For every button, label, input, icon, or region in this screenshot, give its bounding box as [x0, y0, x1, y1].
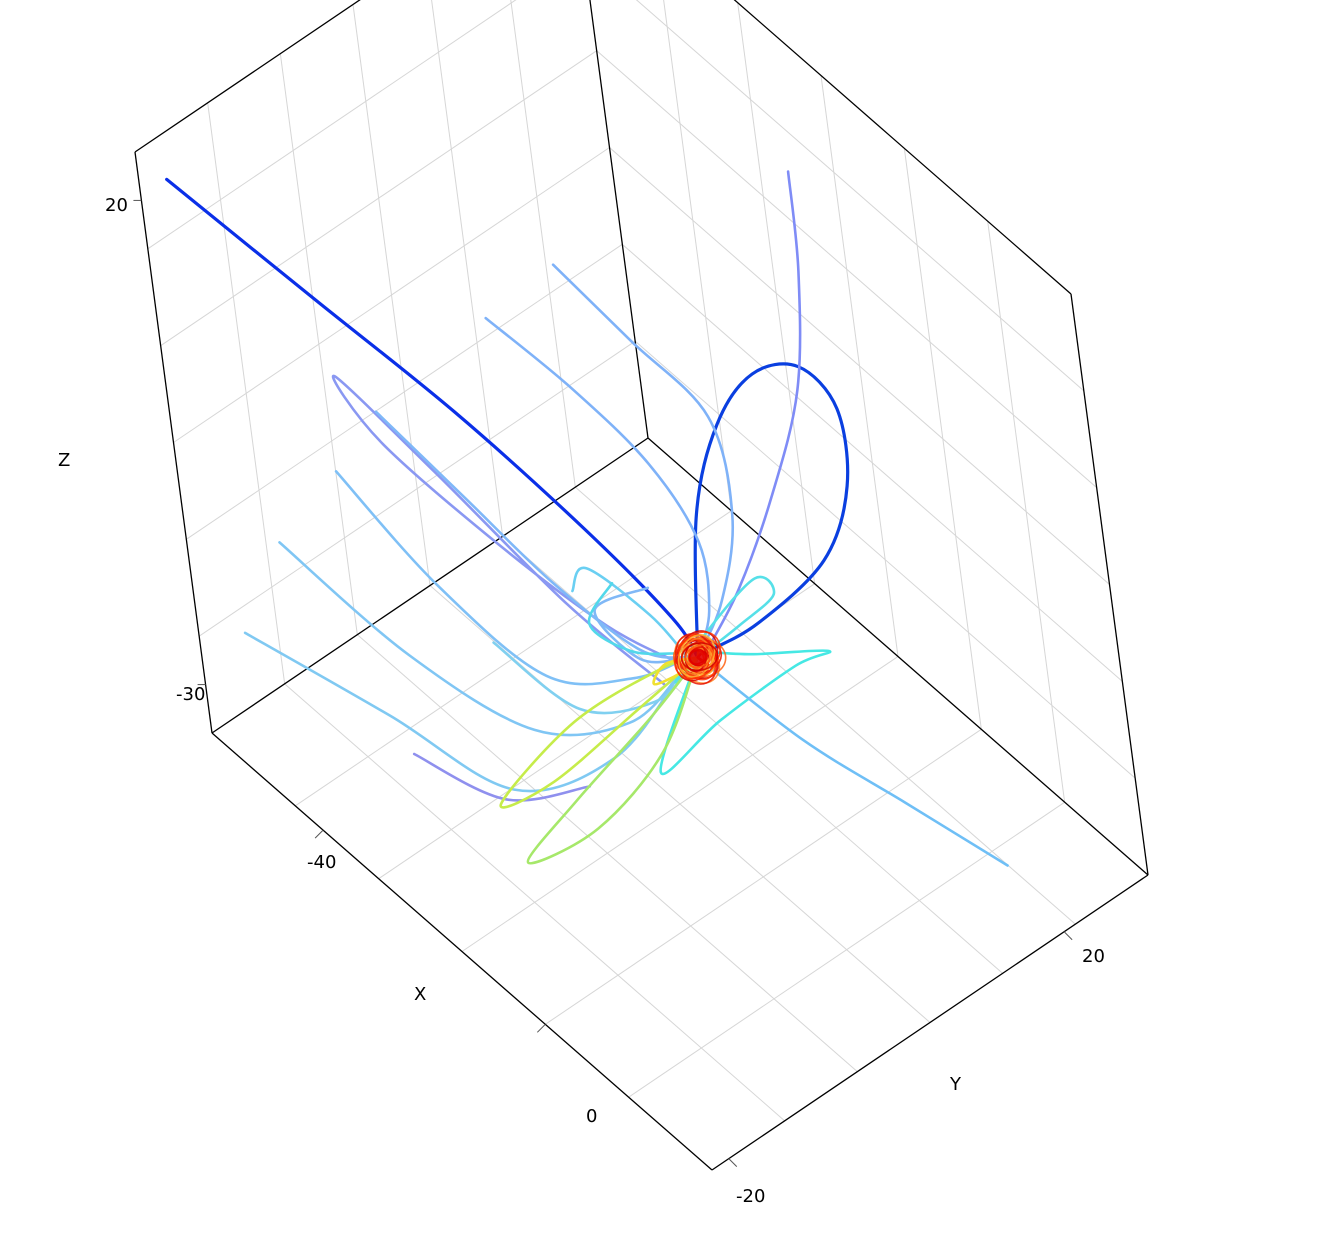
wall-grid-line: [147, 0, 517, 250]
core-loop: [680, 642, 719, 672]
y-tick-mark: [728, 1158, 738, 1168]
wall-grid-line: [663, 0, 732, 511]
core-loop: [674, 631, 721, 680]
field-line-l04: [551, 263, 735, 659]
box-edge-top-right: [733, 0, 1072, 295]
field-line-l03: [704, 170, 802, 654]
y-axis-label: Y: [949, 1074, 962, 1095]
field-line-l18: [696, 656, 1009, 867]
wall-grid-line: [173, 147, 610, 443]
grid-layer: [147, 0, 1136, 1122]
box-edge-back-floor-left: [211, 437, 649, 734]
field-source-core: [672, 630, 727, 685]
axis-box-back: [134, 0, 1149, 876]
field-line-l17: [587, 581, 680, 656]
wall-grid-line: [431, 0, 504, 537]
field-line-l16: [659, 649, 832, 776]
core-loop: [684, 644, 714, 668]
x-tick-mark: [314, 829, 324, 839]
wall-grid-line: [635, 0, 1085, 392]
box-edge-right: [1070, 293, 1149, 876]
y-tick-mark: [1063, 931, 1073, 941]
wall-grid-line: [160, 50, 597, 347]
box-edge-back-floor-right: [647, 437, 1149, 876]
field-line-l11: [412, 752, 592, 802]
z-tick-20: 20: [105, 195, 128, 216]
box-edge-front-left: [211, 732, 713, 1171]
field-line-l01: [165, 177, 700, 659]
field-line-l20: [499, 656, 699, 809]
x-tick-minus-40: -40: [307, 852, 336, 873]
wall-grid-line: [186, 243, 623, 540]
y-tick-minus-20: -20: [736, 1186, 765, 1207]
wall-grid-line: [198, 340, 636, 637]
core-loop: [677, 634, 716, 678]
floor-grid-line: [284, 683, 785, 1122]
x-tick-mark: [536, 1023, 546, 1033]
field-line-l09: [278, 541, 683, 737]
field-line-l14: [593, 586, 690, 664]
box-edge-back-vertical: [589, 0, 649, 439]
core-center: [688, 648, 707, 667]
field-line-l08: [334, 470, 690, 686]
wall-grid-line: [987, 221, 1066, 803]
wall-grid-line: [903, 148, 982, 730]
field-line-l15: [674, 575, 776, 684]
axis-box-front: [133, 199, 1149, 1171]
floor-grid-line: [575, 486, 1076, 925]
field-line-l10: [243, 631, 683, 793]
field-line-l19: [526, 656, 699, 865]
floor-grid-line: [502, 535, 1003, 974]
z-tick-minus-30: -30: [176, 684, 205, 705]
field-lines: [165, 170, 1009, 867]
wall-grid-line: [737, 2, 816, 584]
box-edge-left: [134, 151, 213, 734]
x-tick-0: 0: [586, 1106, 597, 1127]
floor-grid-line: [357, 634, 858, 1073]
z-axis-label: Z: [58, 450, 70, 471]
box-edge-front-right: [711, 874, 1149, 1171]
y-tick-20: 20: [1082, 946, 1105, 967]
field-line-l05: [484, 316, 711, 659]
wall-grid-line: [820, 75, 899, 657]
field-line-l02: [693, 362, 850, 659]
box-edge-top-left: [134, 0, 361, 153]
field-line-l07: [374, 410, 690, 659]
x-axis-label: X: [414, 984, 426, 1005]
